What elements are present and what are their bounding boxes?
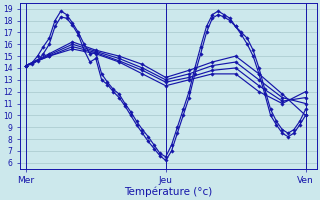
X-axis label: Température (°c): Température (°c) bbox=[124, 187, 213, 197]
